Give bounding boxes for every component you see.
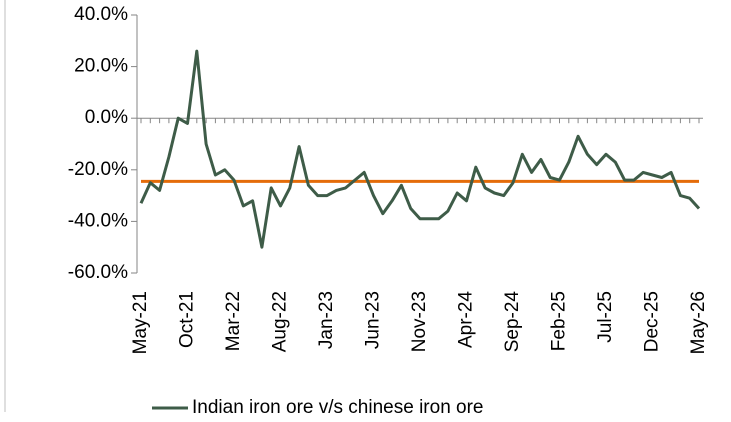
x-tick-label: Jun-23 [363, 291, 384, 349]
x-tick-label: May-26 [688, 291, 709, 354]
x-tick-label: Feb-25 [549, 291, 570, 351]
y-tick-label: -60.0% [68, 262, 128, 283]
y-tick-label: -20.0% [68, 159, 128, 180]
x-tick-label: Aug-22 [270, 291, 291, 352]
x-tick-label: Nov-23 [409, 291, 430, 352]
x-tick-label: Mar-22 [223, 291, 244, 351]
x-tick-label: May-21 [130, 291, 151, 354]
y-tick-label: 0.0% [85, 107, 128, 128]
x-tick-label: Sep-24 [502, 291, 523, 353]
x-tick-label: Apr-24 [456, 291, 477, 348]
x-tick-label: Jul-25 [595, 291, 616, 343]
series-line [139, 49, 701, 249]
y-tick-label: 40.0% [74, 4, 128, 25]
y-tick-label: 20.0% [74, 56, 128, 77]
x-tick-label: Dec-25 [642, 291, 663, 352]
x-tick-label: Oct-21 [177, 291, 198, 348]
y-tick-label: -40.0% [68, 210, 128, 231]
x-tick-label: Jan-23 [316, 291, 337, 349]
legend-label: Indian iron ore v/s chinese iron ore [192, 397, 484, 418]
